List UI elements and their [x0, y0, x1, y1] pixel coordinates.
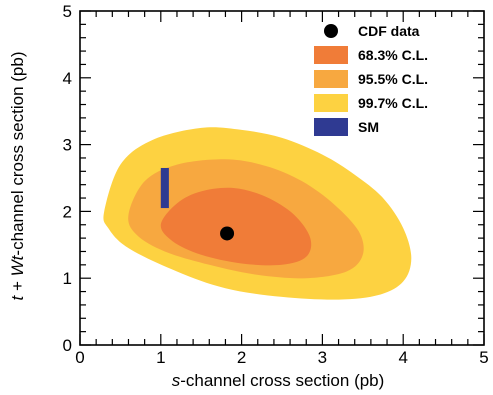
legend: CDF data 68.3% C.L. 95.5% C.L. 99.7% C.L. SM [314, 23, 428, 136]
region-2 [160, 187, 312, 266]
x-tick-label: 5 [479, 348, 488, 367]
y-tick-label: 1 [63, 269, 72, 288]
y-tick-label: 4 [63, 69, 72, 88]
legend-label: 99.7% C.L. [358, 95, 428, 111]
legend-label: 95.5% C.L. [358, 71, 428, 87]
x-tick-label: 0 [75, 348, 84, 367]
legend-label: CDF data [358, 23, 420, 39]
y-axis-title: t + Wt-channel cross section (pb) [8, 52, 27, 301]
axis-ticks: 0 1 2 3 4 5 0 1 2 3 4 5 [63, 2, 489, 367]
y-tick-label: 5 [63, 2, 72, 21]
legend-swatch [314, 118, 348, 136]
x-tick-label: 4 [398, 348, 407, 367]
y-tick-label: 3 [63, 136, 72, 155]
confidence-regions [103, 127, 412, 300]
legend-swatch [314, 70, 348, 88]
legend-swatch [314, 46, 348, 64]
x-tick-label: 1 [156, 348, 165, 367]
y-tick-label: 2 [63, 202, 72, 221]
sm-band [160, 167, 169, 209]
legend-label: 68.3% C.L. [358, 47, 428, 63]
legend-label: SM [358, 119, 379, 135]
x-tick-label: 2 [237, 348, 246, 367]
plot-frame [79, 10, 485, 346]
legend-swatch [314, 94, 348, 112]
y-tick-label: 0 [63, 336, 72, 355]
x-tick-label: 3 [318, 348, 327, 367]
legend-marker [324, 24, 338, 38]
x-axis-title: s-channel cross section (pb) [172, 371, 385, 390]
cdf-data-point [220, 226, 235, 241]
